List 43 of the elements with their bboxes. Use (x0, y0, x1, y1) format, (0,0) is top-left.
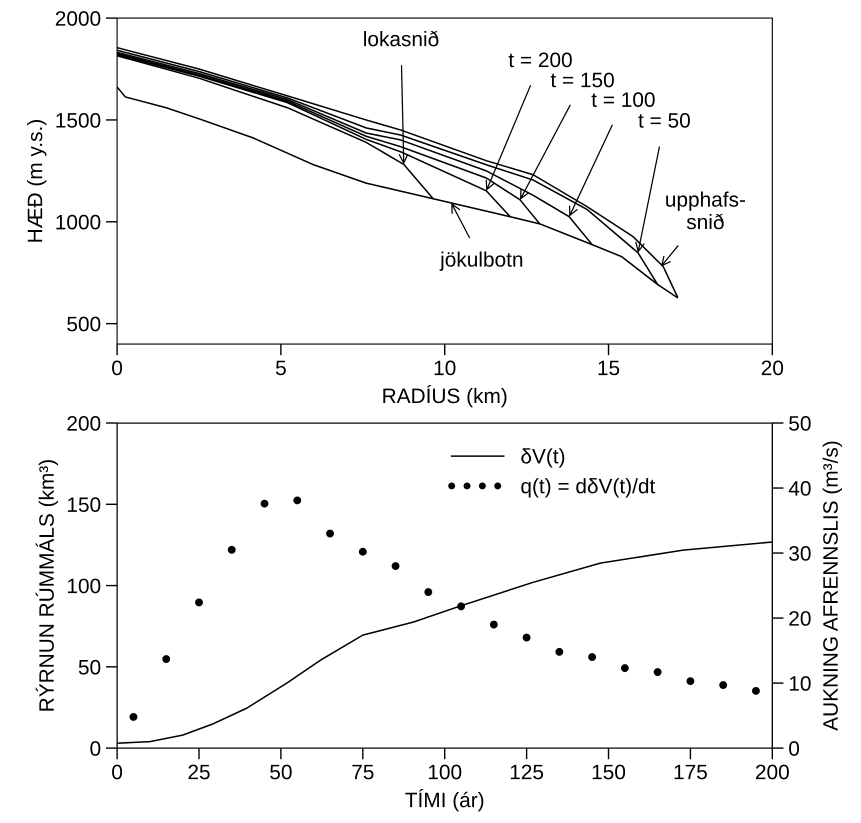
x-tick-label: 200 (756, 764, 789, 780)
x-tick-label: 150 (592, 764, 626, 780)
x-axis-title: RADÍUS (km) (383, 384, 506, 408)
y-tick-label: 500 (67, 316, 100, 332)
y2-tick-label: 20 (789, 611, 811, 626)
y2-tick-label: 0 (789, 741, 800, 756)
x-tick-label: 100 (428, 764, 462, 780)
y-tick-label: 2000 (56, 11, 100, 26)
x-tick-label: 15 (598, 360, 620, 376)
y-tick-label: 50 (78, 660, 100, 675)
y2-axis-title: AUKNING AFRENNSLIS (m³/s) (822, 442, 842, 731)
y-tick-label: 150 (68, 497, 100, 512)
x-tick-label: 175 (674, 764, 707, 780)
y-axis-title: RÝRNUN RÚMMÁLS (km³) (36, 460, 58, 711)
x-tick-label: 50 (270, 764, 292, 780)
annotation: t = 50 (638, 113, 690, 128)
x-tick-label: 5 (276, 360, 286, 376)
y-tick-label: 1500 (56, 112, 100, 128)
y-tick-label: 200 (67, 416, 100, 431)
x-tick-label: 75 (352, 764, 374, 780)
y-tick-label: 100 (68, 578, 100, 594)
y2-tick-label: 40 (788, 481, 811, 496)
x-tick-label: 25 (188, 764, 210, 780)
y-tick-label: 1000 (56, 214, 100, 230)
x-tick-label: 0 (112, 764, 122, 780)
legend-label: δV(t) (521, 448, 564, 468)
annotation: t = 200 (508, 52, 572, 68)
legend-label: q(t) = dδV(t)/dt (521, 478, 656, 498)
annotation: t = 150 (550, 72, 614, 88)
y-axis-title: HÆÐ (m y.s.) (27, 120, 46, 242)
x-tick-label: 0 (112, 360, 122, 376)
annotation: lokasnið (364, 30, 438, 46)
x-tick-label: 10 (434, 360, 456, 376)
annotation: upphafs- snið (666, 192, 745, 230)
x-tick-label: 20 (762, 360, 784, 376)
annotation: t = 100 (592, 92, 655, 108)
x-tick-label: 125 (510, 764, 544, 780)
x-axis-title: TÍMI (ár) (405, 789, 484, 812)
y2-tick-label: 10 (790, 676, 811, 691)
annotation: jökulbotn (440, 251, 522, 271)
y-tick-label: 0 (90, 741, 100, 756)
y2-tick-label: 50 (789, 416, 811, 431)
y2-tick-label: 30 (789, 546, 811, 561)
